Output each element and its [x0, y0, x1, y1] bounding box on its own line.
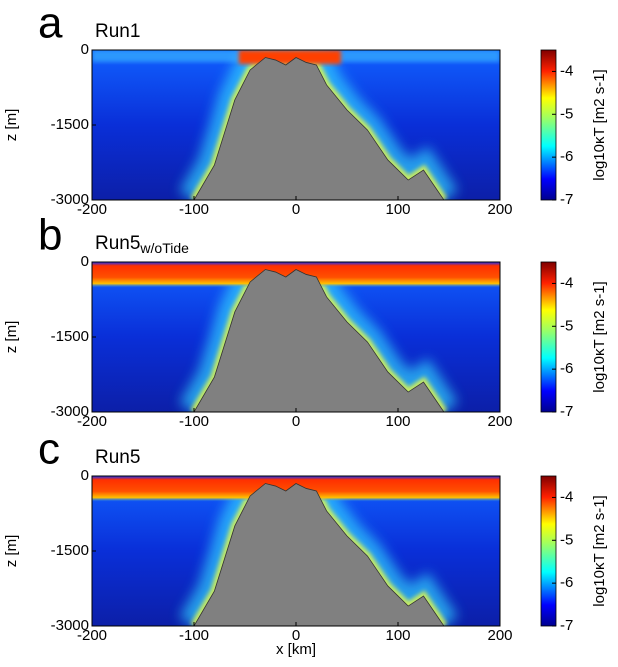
- y-axis-label: z [m]: [3, 535, 20, 568]
- x-tick-label: 100: [385, 201, 410, 218]
- x-tick-label: 200: [487, 413, 512, 430]
- colorbar-tick-label: -6: [560, 574, 573, 591]
- colorbar-tick-label: -7: [560, 191, 573, 208]
- colorbar-tick-label: -4: [560, 62, 573, 79]
- y-tick-label: -3000: [51, 403, 89, 420]
- y-axis-label: z [m]: [3, 109, 20, 142]
- colorbar-tick-label: -7: [560, 403, 573, 420]
- panel-letter: b: [38, 211, 62, 260]
- field: [92, 262, 500, 412]
- x-tick-label: 200: [487, 201, 512, 218]
- x-tick-label: 0: [292, 413, 300, 430]
- y-tick-label: 0: [81, 41, 89, 58]
- y-tick-label: -1500: [51, 116, 89, 133]
- x-tick-label: -200: [77, 201, 107, 218]
- panel-title: Run5w/oTide: [95, 233, 189, 256]
- panel-letter: a: [38, 0, 63, 48]
- panel-title-text: Run5: [95, 233, 140, 254]
- panel-title-text: Run5: [95, 447, 140, 468]
- colorbar-tick-label: -5: [560, 317, 573, 334]
- x-axis-label: x [km]: [276, 641, 316, 658]
- x-tick-label: -200: [77, 413, 107, 430]
- y-tick-label: -1500: [51, 542, 89, 559]
- field: [92, 50, 500, 200]
- field: [92, 476, 500, 626]
- y-tick-label: -3000: [51, 191, 89, 208]
- seamount: [193, 57, 445, 200]
- x-tick-label: -100: [179, 201, 209, 218]
- seamount: [193, 483, 445, 626]
- x-tick-label: 100: [385, 627, 410, 644]
- panel-title-text: Run1: [95, 21, 140, 42]
- colorbar-tick-label: -6: [560, 360, 573, 377]
- y-tick-label: 0: [81, 467, 89, 484]
- colorbar: [540, 475, 557, 627]
- panel-title: Run1: [95, 21, 140, 42]
- y-tick-label: -1500: [51, 328, 89, 345]
- x-tick-label: 100: [385, 413, 410, 430]
- panel-letter: c: [38, 425, 60, 474]
- colorbar-label: log10κT [m2 s-1]: [591, 495, 608, 606]
- colorbar-tick-label: -7: [560, 617, 573, 634]
- colorbar-tick-label: -5: [560, 105, 573, 122]
- panel-title-sub: w/oTide: [139, 240, 189, 256]
- y-tick-label: 0: [81, 253, 89, 270]
- x-tick-label: -100: [179, 627, 209, 644]
- y-axis-label: z [m]: [3, 321, 20, 354]
- colorbar-tick-label: -4: [560, 488, 573, 505]
- x-tick-label: -100: [179, 413, 209, 430]
- colorbar-tick-label: -5: [560, 531, 573, 548]
- colorbar: [540, 49, 557, 201]
- x-tick-label: 200: [487, 627, 512, 644]
- seamount: [193, 269, 445, 412]
- x-tick-label: 0: [292, 201, 300, 218]
- colorbar-tick-label: -6: [560, 148, 573, 165]
- panel-title: Run5: [95, 447, 140, 468]
- x-tick-label: -200: [77, 627, 107, 644]
- colorbar-label: log10κT [m2 s-1]: [591, 69, 608, 180]
- colorbar-label: log10κT [m2 s-1]: [591, 281, 608, 392]
- y-tick-label: -3000: [51, 617, 89, 634]
- colorbar-tick-label: -4: [560, 274, 573, 291]
- colorbar: [540, 261, 557, 413]
- x-tick-label: 0: [292, 627, 300, 644]
